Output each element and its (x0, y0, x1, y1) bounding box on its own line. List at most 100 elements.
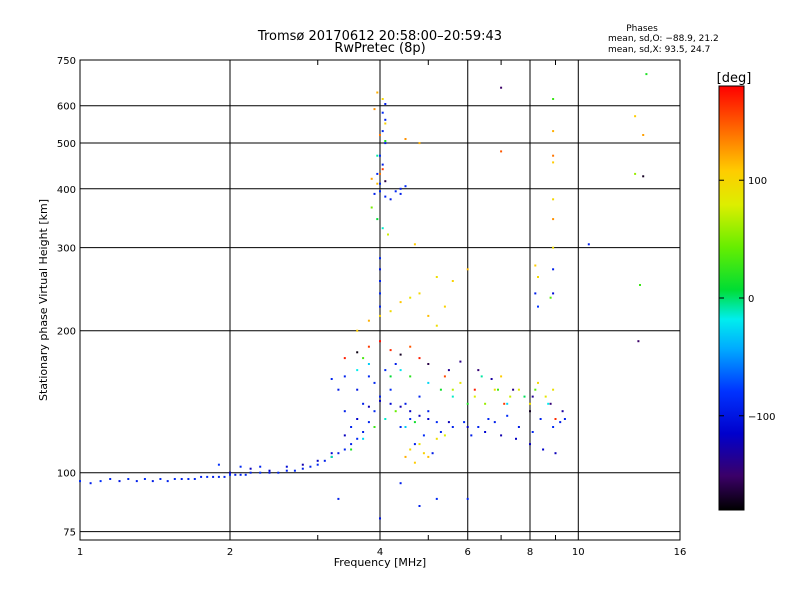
colorbar-unit: [deg] (717, 71, 752, 86)
data-point (529, 402, 531, 405)
data-point (529, 443, 531, 446)
data-point (587, 243, 590, 246)
data-point (159, 478, 162, 480)
data-point (413, 461, 416, 464)
data-point (301, 467, 304, 470)
data-point (418, 292, 421, 295)
y-tick-label: 750 (57, 56, 76, 67)
data-point (404, 426, 407, 428)
data-point (367, 319, 370, 322)
data-point (379, 292, 381, 295)
data-point (642, 134, 645, 136)
data-point (376, 154, 379, 157)
data-point (473, 388, 476, 391)
data-point (376, 91, 379, 94)
phases-mean-o: mean, sd,O: −88.9, 21.2 (608, 34, 719, 44)
data-point (389, 388, 392, 391)
data-point (370, 177, 373, 180)
data-point (379, 257, 381, 260)
data-point (500, 375, 503, 378)
data-point (151, 480, 154, 483)
y-tick-label: 500 (57, 139, 76, 150)
data-point (484, 402, 487, 405)
data-point (512, 388, 515, 391)
x-tick-label: 4 (377, 547, 383, 558)
data-point (343, 410, 346, 413)
data-point (356, 388, 359, 391)
data-point (552, 161, 555, 164)
data-point (239, 465, 242, 468)
data-point (531, 431, 534, 433)
data-point (330, 455, 333, 458)
data-point (384, 142, 387, 145)
data-point (466, 402, 469, 405)
data-point (413, 443, 416, 446)
data-point (376, 218, 379, 221)
data-point (367, 363, 370, 365)
data-point (552, 268, 555, 271)
data-point (173, 478, 176, 480)
data-point (552, 98, 555, 100)
data-point (79, 480, 81, 483)
data-point (127, 478, 130, 480)
x-axis-label: Frequency [MHz] (334, 556, 426, 569)
data-point (435, 421, 438, 424)
data-point (435, 276, 438, 278)
y-axis-label: Stationary phase Virtual Height [km] (37, 199, 50, 401)
data-point (384, 140, 387, 142)
data-point (309, 465, 312, 468)
data-point (367, 405, 370, 408)
data-point (517, 426, 520, 428)
data-point (166, 480, 169, 483)
data-point (379, 314, 381, 317)
data-point (561, 410, 564, 413)
x-tick-label: 16 (674, 547, 687, 558)
data-point (212, 475, 215, 478)
data-point (451, 395, 454, 398)
data-point (337, 388, 340, 391)
data-point (379, 305, 381, 308)
data-point (547, 402, 550, 405)
data-point (343, 375, 346, 378)
data-point (373, 410, 376, 413)
data-point (89, 482, 92, 485)
data-point (552, 130, 555, 133)
data-point (418, 395, 421, 398)
data-point (249, 467, 252, 470)
data-point (376, 182, 379, 185)
data-point (381, 227, 384, 230)
data-point (559, 421, 562, 424)
data-point (470, 434, 473, 437)
data-point (466, 268, 469, 271)
data-point (642, 175, 645, 178)
data-point (506, 414, 509, 417)
x-tick-label: 1 (77, 547, 83, 558)
data-point (427, 418, 430, 420)
data-point (409, 345, 412, 348)
data-point (404, 185, 407, 188)
data-point (350, 448, 353, 451)
data-point (370, 206, 373, 209)
data-point (399, 192, 402, 195)
data-point (531, 395, 534, 398)
data-point (293, 469, 296, 472)
data-point (394, 363, 397, 365)
data-point (268, 469, 271, 472)
data-point (337, 452, 340, 455)
data-point (435, 324, 438, 327)
data-point (356, 369, 359, 372)
data-point (187, 478, 190, 480)
data-point (301, 463, 304, 466)
data-point (451, 280, 454, 282)
data-point (443, 305, 446, 308)
data-point (180, 478, 183, 480)
data-points (79, 73, 648, 520)
data-point (399, 426, 402, 428)
data-point (645, 73, 648, 76)
data-point (459, 381, 462, 384)
data-point (484, 431, 487, 433)
data-point (506, 402, 509, 405)
data-point (500, 86, 503, 89)
data-point (552, 388, 555, 391)
data-point (404, 402, 407, 405)
